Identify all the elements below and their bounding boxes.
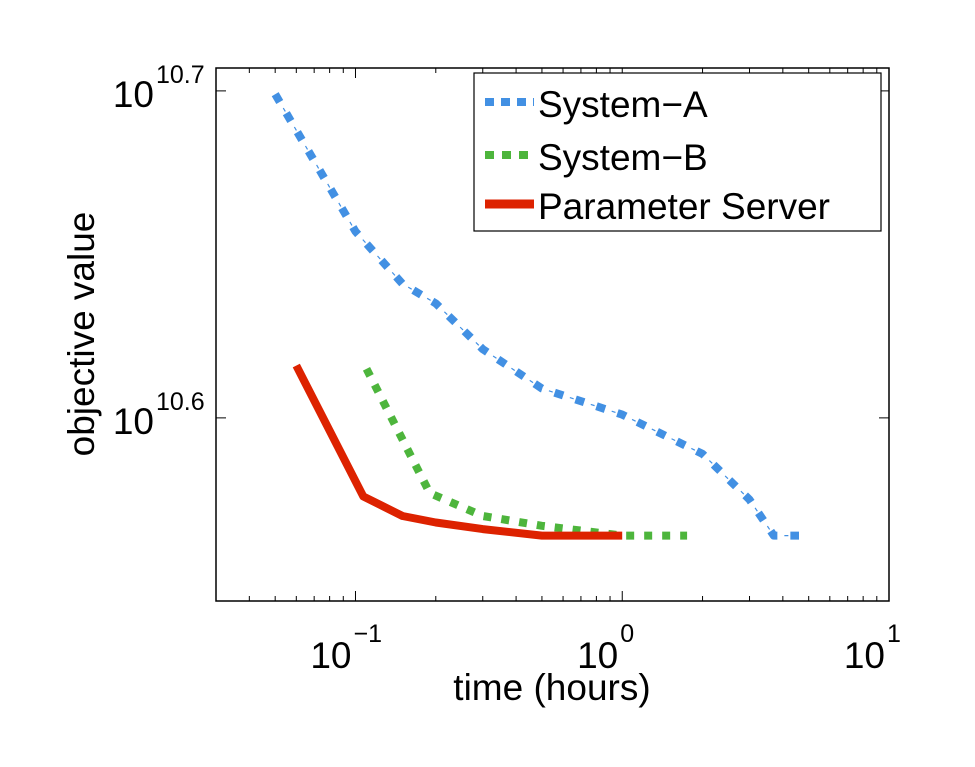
legend: System−A System−B Parameter Server [473, 72, 882, 232]
series-line-system-b [362, 366, 688, 540]
svg-text:−1: −1 [353, 620, 382, 648]
svg-text:10.6: 10.6 [156, 388, 205, 416]
x-axis-label: time (hours) [453, 667, 650, 708]
svg-text:10: 10 [577, 635, 618, 676]
svg-text:10: 10 [113, 74, 154, 115]
svg-text:0: 0 [620, 620, 634, 648]
y-tick-label: 10 10.6 [113, 388, 205, 442]
legend-item-system-a: System−A [485, 84, 708, 125]
x-tick-label: 100 [577, 620, 634, 676]
svg-text:1: 1 [887, 620, 901, 648]
y-tick-label: 10 10.7 [113, 61, 205, 115]
legend-label: Parameter Server [538, 186, 830, 227]
svg-text:10: 10 [113, 401, 154, 442]
series-line-parameter-server [292, 363, 623, 540]
series-line-system-a [271, 92, 799, 540]
legend-label: System−B [538, 137, 708, 178]
y-tick-labels: 10 10.710 10.6 [113, 61, 205, 442]
svg-text:10: 10 [844, 635, 885, 676]
legend-item-system-b: System−B [485, 137, 708, 178]
x-tick-label: 10−1 [310, 620, 382, 676]
legend-box [473, 72, 882, 232]
legend-label: System−A [538, 84, 708, 125]
y-axis-label: objective value [61, 212, 102, 457]
svg-text:10.7: 10.7 [156, 61, 205, 89]
legend-item-parameter-server: Parameter Server [485, 186, 830, 227]
svg-text:10: 10 [310, 635, 351, 676]
x-tick-label: 101 [844, 620, 901, 676]
series-lines [271, 92, 799, 540]
